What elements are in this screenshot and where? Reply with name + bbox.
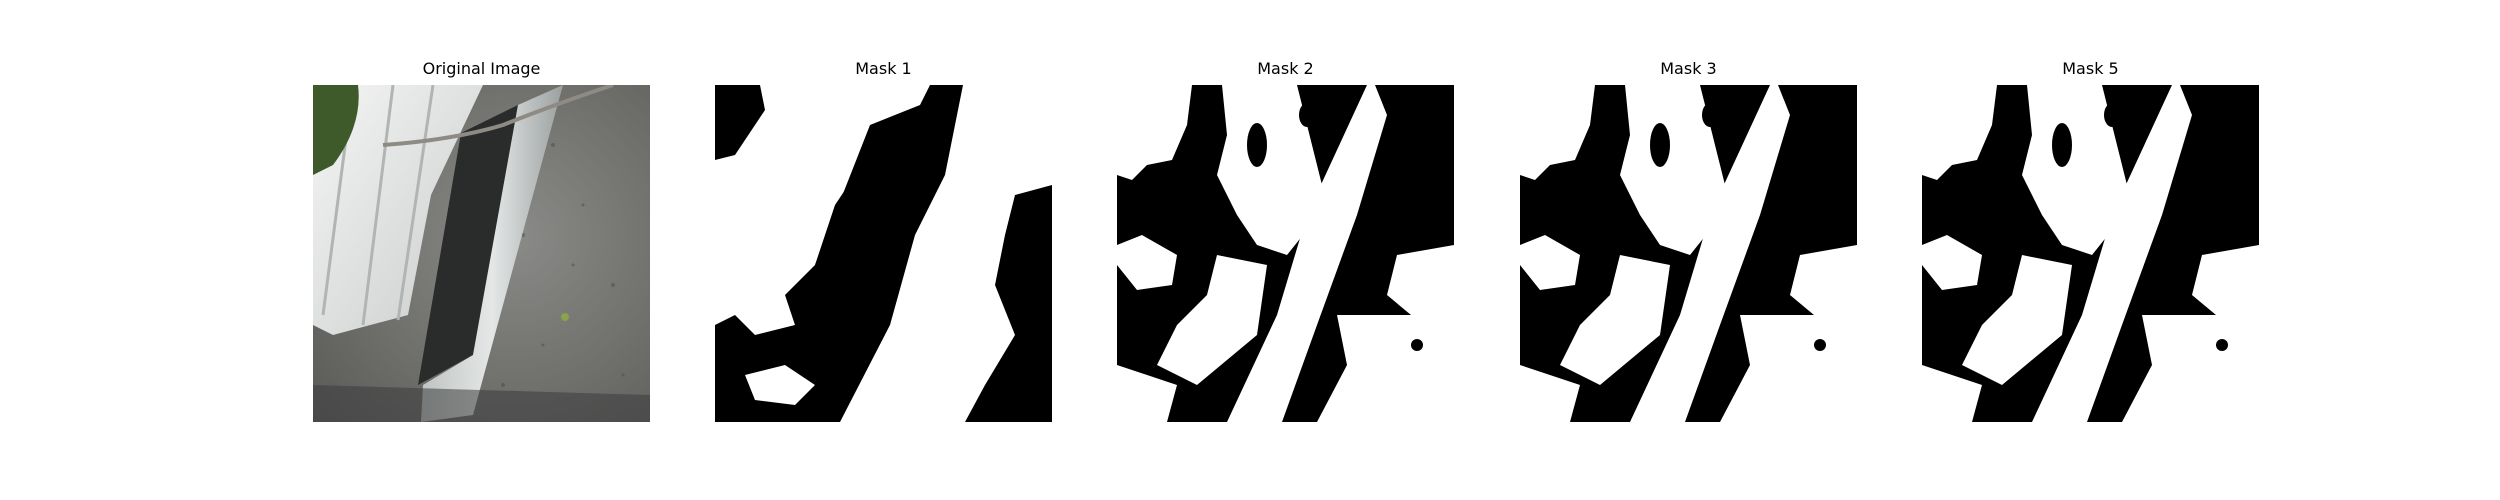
mask-foreground [1520,85,1857,422]
small-leaf [561,313,569,321]
mask-holes [715,85,910,265]
white-crate [313,85,483,335]
mask-1-svg [715,85,1052,422]
original-photo [313,85,650,422]
panel-title: Mask 5 [2062,59,2119,78]
mask-5-svg [1922,85,2259,422]
mask-holes [2052,103,2228,351]
mask-1-image [715,85,1052,422]
panel-title: Mask 1 [855,59,912,78]
original-photo-svg [313,85,650,422]
gravel-speckles [501,143,625,387]
green-leaf [313,85,359,175]
wire [382,85,614,147]
mask-foreground [715,85,1052,422]
white-pole [421,85,563,422]
panel-title: Original Image [422,59,541,78]
mask-5-image [1922,85,2259,422]
mask-holes [1247,103,1423,351]
panel-title: Mask 2 [1257,59,1314,78]
mask-holes [1650,103,1826,351]
mask-3-image [1520,85,1857,422]
dark-rail [418,105,518,385]
mask-3-svg [1520,85,1857,422]
mask-2-svg [1117,85,1454,422]
mask-2-image [1117,85,1454,422]
panel-title: Mask 3 [1660,59,1717,78]
bottom-shadow [313,385,650,422]
